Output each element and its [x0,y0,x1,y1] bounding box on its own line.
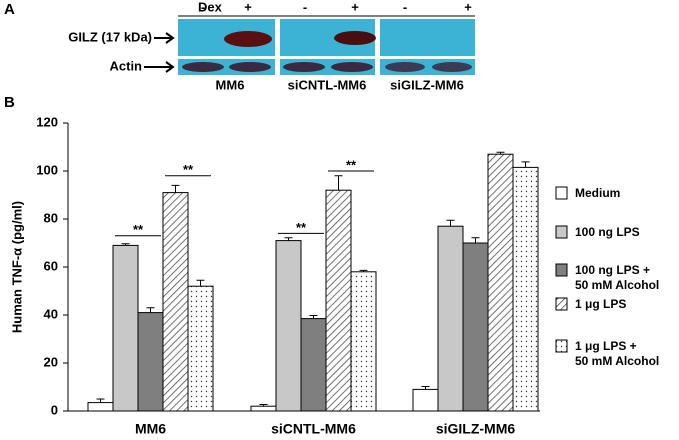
legend-label: 1 μg LPS + 50 mM Alcohol [575,338,660,368]
panel-label: A [4,1,15,18]
group-label: siCNTL-MM6 [288,77,367,92]
legend-swatch [555,186,568,200]
significance-label: ** [296,220,307,235]
error-bar [284,237,293,241]
dex-sign: - [403,0,407,14]
group-label: siGILZ-MM6 [390,77,464,92]
y-tick-label: 20 [44,354,58,369]
error-bar [259,404,268,407]
error-bar [521,161,530,168]
dex-sign: - [303,0,307,14]
y-tick-label: 60 [44,258,58,273]
dex-sign: + [464,0,472,14]
y-tick-label: 0 [51,402,58,417]
bar [87,402,114,412]
bar [137,312,164,412]
legend-swatch [555,225,568,239]
blot [178,19,475,75]
legend-label: 100 ng LPS + 50 mM Alcohol [575,262,660,292]
bar [250,405,277,412]
dex-label: Dex [198,0,223,14]
error-bar [334,175,343,191]
dex-sign: + [244,0,252,14]
significance-label: ** [183,162,194,177]
bar [412,388,439,412]
legend-label: 100 ng LPS [575,224,640,239]
bar [487,153,514,412]
bar [275,240,302,412]
error-bar [171,184,180,193]
bar [325,189,352,412]
y-tick-label: 100 [36,162,58,177]
y-tick-label: 40 [44,306,58,321]
significance-label: ** [346,157,357,172]
bar [512,166,539,412]
bar [300,318,327,412]
group-label: MM6 [216,77,245,92]
legend-swatch [555,297,568,311]
bar [187,285,214,412]
legend-label: Medium [575,185,621,200]
error-bar [359,269,368,272]
error-bar [471,237,480,243]
x-tick-label: siGILZ-MM6 [436,421,516,437]
error-bar [121,243,130,246]
bar [112,244,139,412]
legend-swatch [555,339,568,353]
row-label: Actin [110,58,143,73]
error-bar [421,386,430,390]
y-axis-label: Human TNF-α (pg/ml) [9,201,24,333]
error-bar [96,398,105,403]
bar [437,225,464,412]
error-bar [309,314,318,319]
x-tick-label: MM6 [135,421,166,437]
y-tick-label: 80 [44,210,58,225]
x-tick-label: siCNTL-MM6 [271,421,356,437]
bar [462,242,489,412]
error-bar [496,151,505,155]
legend-swatch [555,263,568,277]
bar [350,271,377,412]
error-bar [146,307,155,313]
y-tick-label: 120 [36,114,58,129]
row-label: GILZ (17 kDa) [68,29,152,44]
error-bar [196,279,205,287]
significance-label: ** [133,222,144,237]
dex-sign: - [201,0,205,14]
bar [162,192,189,412]
legend-label: 1 μg LPS [575,296,627,311]
panel-label: B [4,94,15,111]
dex-sign: + [351,0,359,14]
error-bar [446,219,455,227]
